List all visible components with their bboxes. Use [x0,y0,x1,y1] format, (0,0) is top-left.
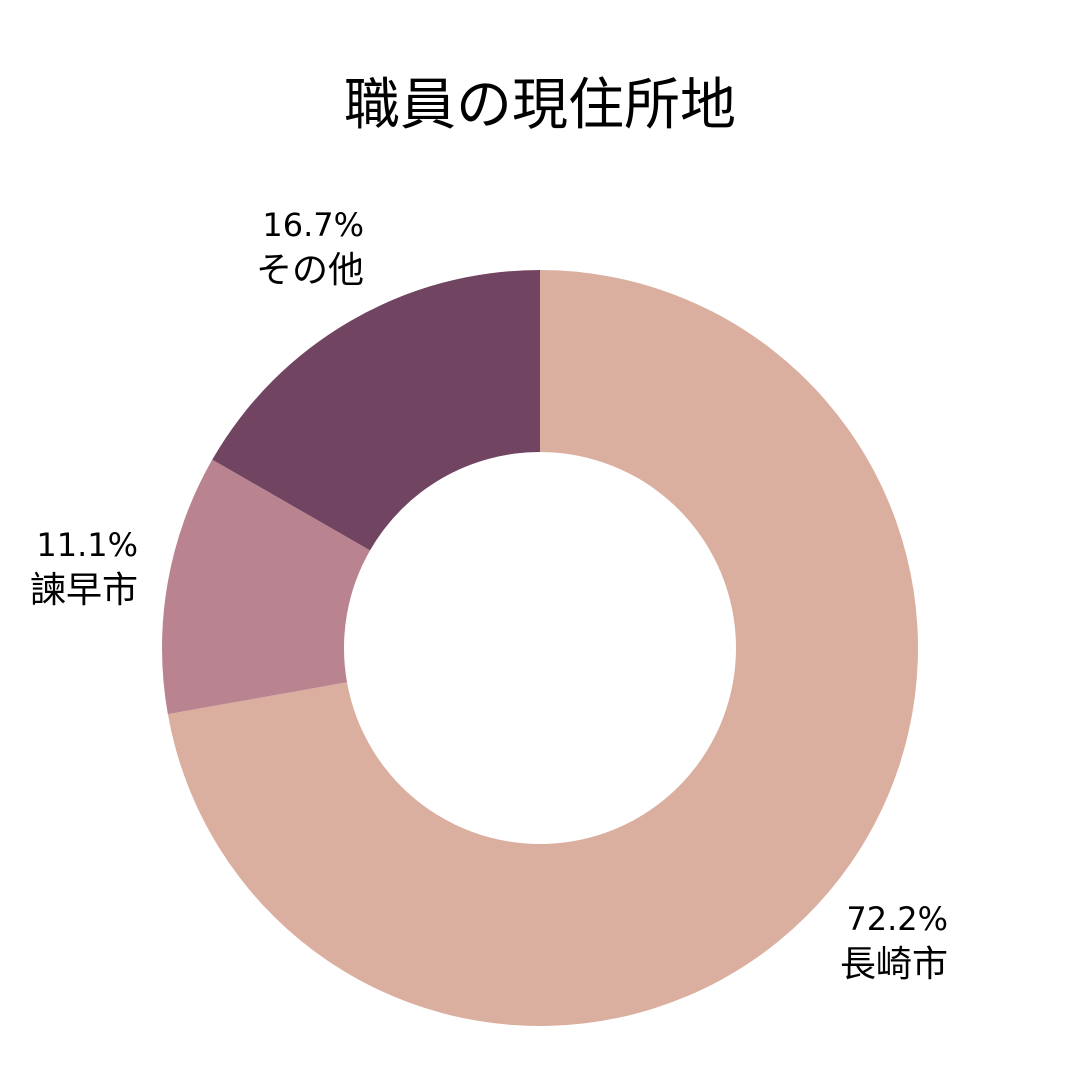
chart-title: 職員の現住所地 [344,73,736,138]
slice-value-label: 11.1% [36,526,138,564]
slice-labels: 72.2% 長崎市 11.1% 諫早市 16.7% その他 [30,206,948,985]
slice-value-label: 72.2% [846,900,948,938]
slice-2 [162,459,371,715]
slice-value-label: 16.7% [262,206,364,244]
slice-category-label: その他 [256,250,364,291]
slice-3 [212,270,541,551]
slice-1 [167,270,918,1026]
slice-category-label: 諫早市 [30,570,138,611]
slice-category-label: 長崎市 [840,944,948,985]
donut-slices [162,270,918,1026]
